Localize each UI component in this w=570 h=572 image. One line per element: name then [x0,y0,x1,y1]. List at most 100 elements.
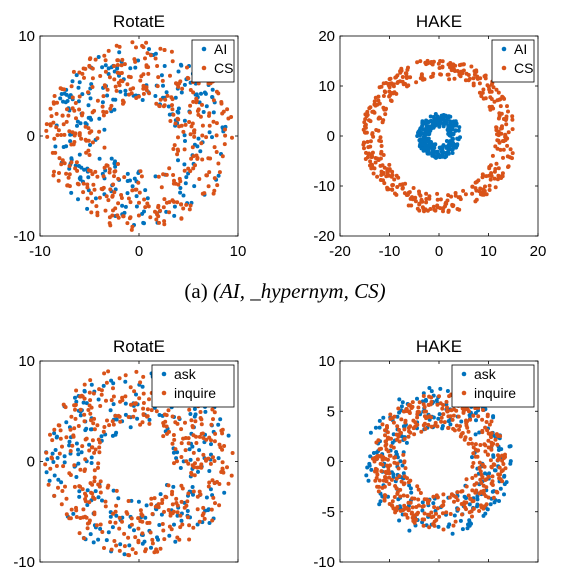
data-point [452,428,457,433]
data-point [479,94,484,99]
data-point [101,94,106,99]
data-point [78,413,83,418]
data-point [438,206,443,211]
data-point [183,122,188,127]
data-point [466,441,471,446]
data-point [128,385,133,390]
data-point [428,114,433,119]
data-point [385,463,390,468]
data-point [178,186,183,190]
data-point [390,169,395,174]
data-point [480,417,485,422]
data-point [81,507,86,512]
data-point [216,422,221,427]
data-point [468,417,473,422]
data-point [160,497,165,502]
data-point [191,166,196,171]
data-point [51,173,56,178]
data-point [415,134,420,138]
data-point [178,62,183,67]
data-point [429,510,434,515]
data-point [176,135,180,140]
data-point [459,419,464,424]
data-point [123,379,128,384]
data-point [179,202,183,207]
data-point [141,401,146,405]
panel-title: RotatE [113,12,165,31]
data-point [73,101,78,105]
data-point [96,537,101,542]
data-point [208,461,213,466]
data-point [134,392,138,397]
data-point [208,156,213,161]
data-point [367,151,371,156]
data-point [196,469,200,474]
data-point [371,134,376,139]
data-point [126,415,131,419]
data-point [441,499,446,504]
data-point [144,64,149,69]
data-point [157,413,162,417]
data-point [48,123,53,128]
data-point [396,466,401,471]
data-point [64,144,69,149]
y-tick-label: 10 [18,28,35,45]
data-point [123,394,128,399]
data-point [64,119,69,124]
data-point [86,175,91,180]
data-point [377,425,382,430]
data-point [198,410,203,414]
data-point [100,104,105,109]
data-point [489,447,494,452]
data-point [207,480,212,485]
data-point [73,407,77,412]
data-point [70,95,75,100]
data-point [201,452,206,457]
data-point [458,518,463,523]
data-point [182,147,187,152]
data-point [184,202,189,207]
data-point [206,507,211,512]
data-point [157,523,162,527]
data-point [470,464,475,469]
data-point [142,221,146,226]
data-point [160,522,165,526]
data-point [155,64,160,68]
data-point [88,411,93,416]
data-point [460,431,465,435]
legend-box [191,39,235,83]
data-point [90,199,95,204]
data-point [199,417,204,422]
data-point [192,473,197,478]
data-point [156,203,161,208]
data-point [171,173,176,177]
data-point [378,499,383,504]
data-point [453,128,458,133]
data-point [187,407,192,412]
data-point [476,414,481,419]
data-point [71,142,76,147]
data-point [445,389,450,393]
data-point [72,463,77,468]
data-point [477,460,482,465]
data-point [370,164,375,169]
data-point [95,98,100,103]
data-point [429,140,433,144]
data-point [78,407,83,412]
data-point [487,89,492,94]
data-point [220,154,225,159]
data-point [401,493,406,498]
data-point [229,115,234,119]
data-point [99,434,104,439]
data-point [481,408,485,412]
data-point [197,434,202,439]
data-point [481,187,486,192]
data-point [103,504,108,509]
data-point [92,187,97,192]
data-point [90,438,95,443]
data-point [141,91,146,96]
data-point [498,472,502,477]
data-point [187,537,192,542]
data-point [385,424,389,428]
data-point [140,420,145,425]
